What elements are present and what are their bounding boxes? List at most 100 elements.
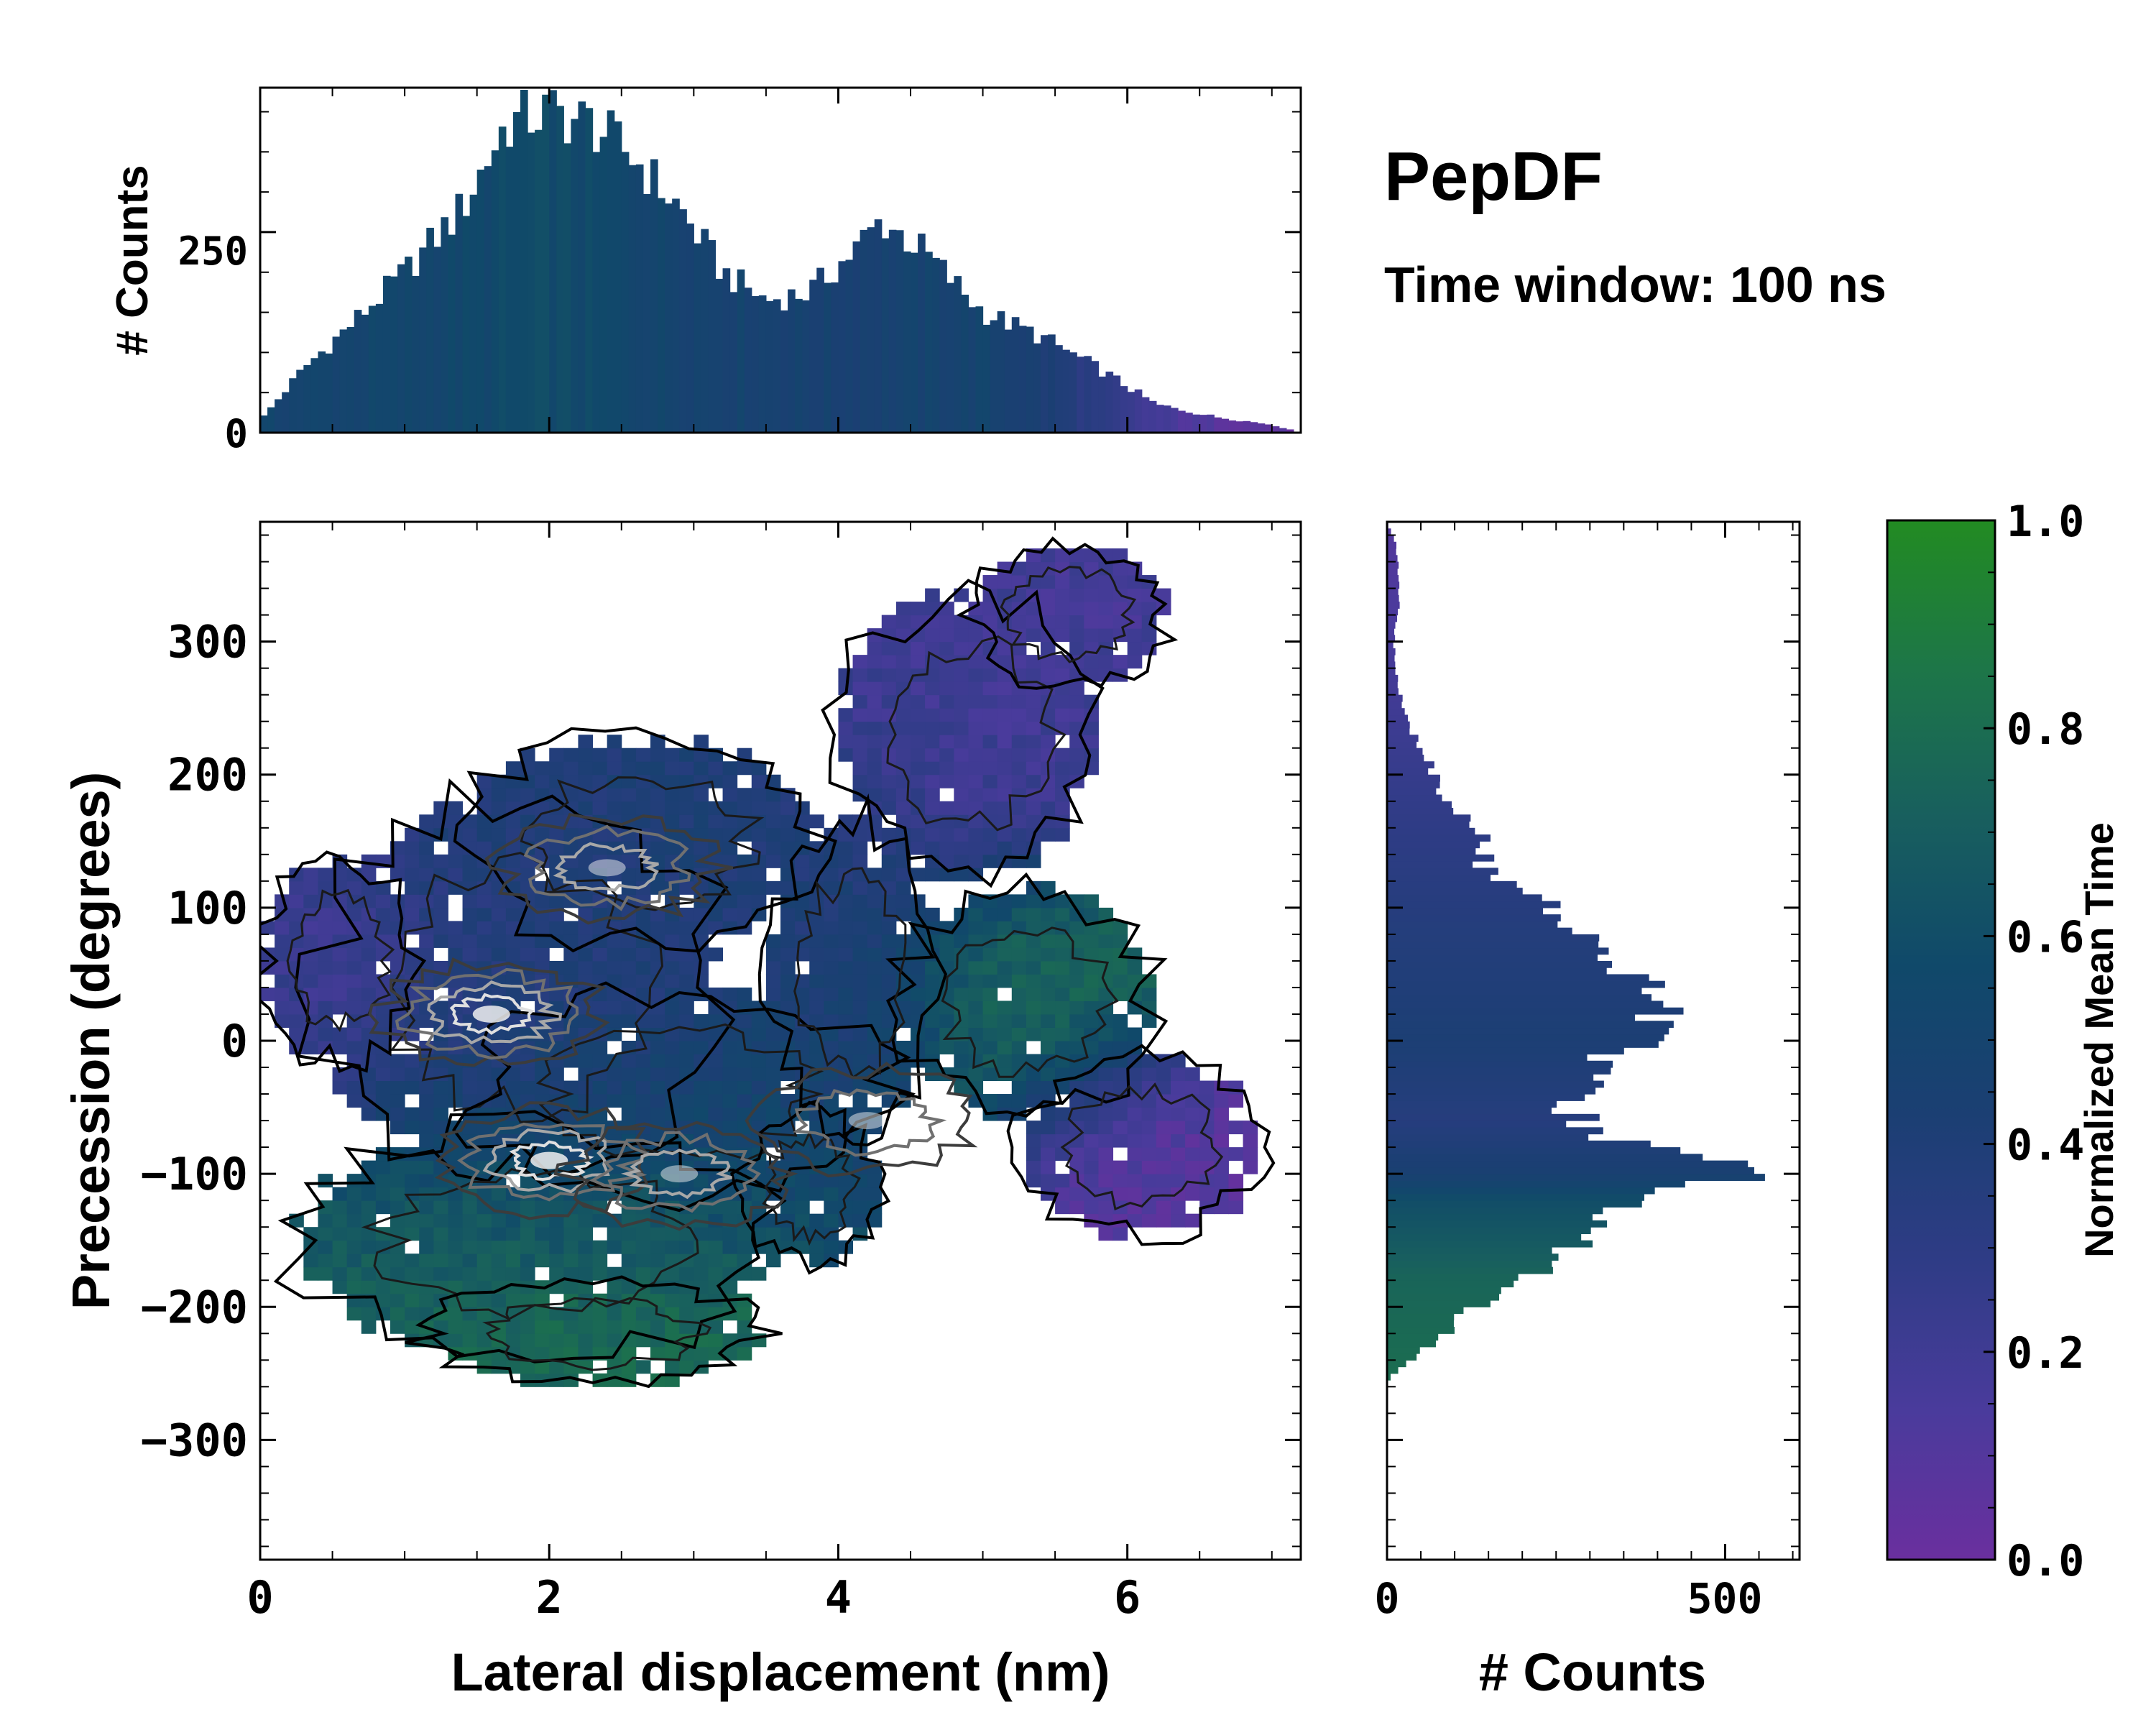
heatmap-cell — [765, 1121, 781, 1135]
heatmap-cell — [535, 1240, 550, 1254]
heatmap-cell — [939, 735, 954, 749]
heatmap-cell — [621, 748, 637, 762]
heatmap-cell — [375, 1254, 391, 1268]
heatmap-cell — [895, 615, 911, 629]
right-histogram-bar — [1387, 1133, 1589, 1141]
heatmap-cell — [332, 1240, 348, 1254]
heatmap-cell — [1141, 641, 1157, 656]
top-histogram-bar — [975, 306, 984, 433]
heatmap-cell — [997, 641, 1013, 656]
heatmap-cell — [982, 575, 998, 589]
heatmap-cell — [679, 1240, 694, 1254]
heatmap-cell — [1055, 1187, 1070, 1201]
heatmap-cell — [1069, 641, 1084, 656]
heatmap-cell — [1171, 1200, 1186, 1215]
heatmap-cell — [1041, 1160, 1056, 1174]
heatmap-cell — [419, 1227, 434, 1241]
heatmap-cell — [968, 735, 984, 749]
heatmap-cell — [405, 1121, 420, 1135]
right-histogram-bar — [1387, 588, 1399, 596]
heatmap-cell — [809, 960, 824, 975]
heatmap-cell — [505, 947, 521, 962]
heatmap-cell — [1041, 1067, 1056, 1082]
heatmap-cell — [318, 934, 333, 948]
heatmap-cell — [1011, 814, 1027, 829]
heatmap-cell — [462, 1266, 478, 1281]
heatmap-cell — [505, 1266, 521, 1281]
heatmap-cell — [1112, 1121, 1128, 1135]
heatmap-cell — [405, 1227, 420, 1241]
heatmap-cell — [1112, 1160, 1128, 1174]
top-histogram-bar — [968, 307, 977, 433]
heatmap-inner-contour — [941, 926, 1119, 1078]
heatmap-cell — [346, 1293, 362, 1307]
heatmap-cell — [433, 1213, 448, 1228]
right-histogram-bar — [1387, 980, 1665, 988]
heatmap-cell — [679, 1107, 694, 1121]
heatmap-cell — [679, 921, 694, 935]
heatmap-cell — [895, 987, 911, 1001]
heatmap-cell — [563, 1254, 579, 1268]
heatmap-cell — [809, 974, 824, 988]
heatmap-cell — [795, 1227, 810, 1241]
heatmap-cell — [954, 827, 969, 842]
heatmap-cell — [824, 880, 839, 895]
heatmap-cell — [1098, 561, 1114, 576]
heatmap-cell — [476, 1067, 492, 1082]
heatmap-cell — [737, 1320, 752, 1334]
heatmap-cell — [722, 841, 738, 855]
heatmap-cell — [911, 735, 926, 749]
right-histogram-bar — [1387, 1327, 1455, 1334]
heatmap-cell — [780, 1000, 796, 1015]
heatmap-cell — [1041, 907, 1056, 921]
heatmap-cell — [361, 974, 377, 988]
heatmap-cell — [881, 921, 897, 935]
heatmap-cell — [1084, 1147, 1099, 1162]
heatmap-cell — [549, 921, 564, 935]
heatmap-cell — [1026, 655, 1041, 669]
heatmap-cell — [925, 588, 940, 602]
heatmap-cell — [809, 894, 824, 908]
heatmap-cell — [1112, 615, 1128, 629]
heatmap-cell — [448, 934, 464, 948]
heatmap-cell — [997, 1027, 1013, 1041]
heatmap-cell — [1141, 987, 1157, 1001]
heatmap-cell — [592, 1094, 608, 1108]
heatmap-cell — [925, 668, 940, 682]
heatmap-cell — [563, 1333, 579, 1348]
right-histogram-bar — [1387, 681, 1398, 689]
heatmap-cell — [505, 1227, 521, 1241]
heatmap-cell — [332, 1266, 348, 1281]
heatmap-cell — [1011, 721, 1027, 735]
heatmap-cell — [722, 1041, 738, 1055]
heatmap-cell — [852, 934, 868, 948]
heatmap-cell — [1185, 1160, 1200, 1174]
heatmap-cell — [1084, 934, 1099, 948]
heatmap-cell — [765, 1054, 781, 1068]
right-histogram-bar — [1387, 1034, 1664, 1041]
heatmap-cell — [694, 1254, 709, 1268]
heatmap-cell — [405, 868, 420, 882]
heatmap-cell — [1084, 1041, 1099, 1055]
right-histogram-bar — [1387, 727, 1410, 735]
heatmap-cell — [1098, 588, 1114, 602]
heatmap-cell — [997, 947, 1013, 962]
heatmap-cell — [665, 1254, 680, 1268]
heatmap-cell — [621, 1013, 637, 1028]
heatmap-cell — [462, 1213, 478, 1228]
heatmap-cell — [491, 947, 507, 962]
heatmap-cell — [476, 774, 492, 788]
right-histogram-bar — [1387, 548, 1396, 556]
heatmap-cell — [361, 934, 377, 948]
heatmap-cell — [332, 921, 348, 935]
heatmap-cell — [694, 735, 709, 749]
right-histogram-bar — [1387, 1094, 1585, 1101]
top-histogram-bar — [744, 288, 752, 433]
heatmap-cell — [722, 1266, 738, 1281]
heatmap-xtick-label: 6 — [1114, 1571, 1141, 1624]
heatmap-cell — [1171, 1080, 1186, 1095]
heatmap-cell — [1069, 1000, 1084, 1015]
heatmap-cell — [838, 960, 854, 975]
heatmap-cell — [592, 1213, 608, 1228]
heatmap-cell — [867, 1000, 883, 1015]
